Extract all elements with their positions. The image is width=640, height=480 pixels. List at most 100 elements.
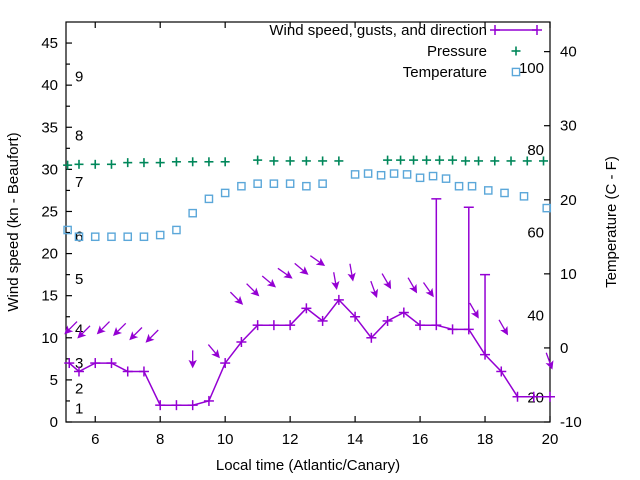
fahrenheit-label: 40 [527, 307, 544, 324]
y2-tick-label: 20 [560, 192, 577, 209]
temperature-marker [302, 181, 311, 191]
wind-direction-arrow [407, 277, 418, 294]
temperature-marker [63, 225, 72, 235]
beaufort-label: 3 [75, 355, 83, 372]
y-tick-label: 45 [41, 35, 58, 52]
temperature-marker [90, 232, 100, 242]
temperature-marker [107, 232, 116, 242]
y-tick-label: 35 [41, 119, 58, 136]
fahrenheit-label: 20 [527, 390, 544, 407]
fahrenheit-label: 80 [527, 142, 544, 159]
wind-direction-arrow [207, 344, 220, 359]
temperature-marker [74, 232, 84, 242]
wind-direction-arrow [188, 350, 197, 369]
wind-direction-arrow [246, 283, 260, 297]
y-tick-label: 40 [41, 77, 58, 94]
temperature-marker [155, 230, 165, 240]
wind-direction-arrow [469, 302, 479, 319]
temperature-marker [441, 174, 451, 183]
wind-direction-arrow [96, 321, 110, 335]
wind-direction-arrow [229, 291, 244, 305]
temperature-marker [220, 188, 230, 198]
temperature-marker [123, 232, 133, 242]
temperature-marker [139, 232, 149, 242]
y2-tick-label: 30 [560, 118, 577, 135]
y-axis-title: Wind speed (kn - Beaufort) [5, 132, 22, 311]
temperature-marker [188, 208, 197, 218]
wind-direction-arrow [294, 262, 309, 275]
beaufort-label: 5 [75, 271, 83, 288]
legend-label-1: Pressure [427, 43, 487, 60]
temperature-marker [269, 179, 279, 188]
wind-direction-arrow [113, 322, 127, 337]
legend-sample-marker [511, 67, 521, 77]
legend-label-2: Temperature [403, 64, 487, 81]
wind-direction-arrow [347, 263, 356, 282]
temperature-marker [402, 170, 412, 179]
y2-tick-label: -10 [560, 414, 582, 431]
temperature-marker [318, 179, 327, 188]
temperature-marker [253, 179, 262, 188]
x-tick-label: 6 [91, 431, 99, 448]
wind-direction-arrow [145, 329, 159, 343]
temperature-marker [172, 225, 181, 235]
plot-frame [65, 21, 551, 423]
y-tick-label: 15 [41, 288, 58, 305]
x-tick-label: 12 [282, 431, 299, 448]
wind-direction-arrow [422, 282, 434, 298]
x-tick-label: 14 [347, 431, 364, 448]
temperature-marker [376, 170, 386, 180]
y-tick-label: 5 [50, 372, 58, 389]
wind-direction-arrow [331, 272, 340, 290]
y-tick-label: 30 [41, 161, 58, 178]
temperature-marker [467, 181, 477, 191]
y-tick-label: 20 [41, 246, 58, 263]
x-tick-label: 10 [217, 431, 234, 448]
x-axis-title: Local time (Atlantic/Canary) [216, 457, 400, 474]
wind-direction-arrow [498, 319, 509, 336]
x-tick-label: 16 [412, 431, 429, 448]
wind-direction-arrow [309, 255, 326, 267]
temperature-marker [415, 173, 425, 183]
wind-direction-arrow [64, 321, 78, 335]
temperature-marker [519, 192, 529, 201]
beaufort-label: 4 [75, 321, 83, 338]
temperature-marker [454, 181, 464, 191]
temperature-marker [428, 171, 438, 181]
beaufort-label: 8 [75, 128, 83, 145]
beaufort-label: 1 [75, 401, 83, 418]
beaufort-label: 2 [75, 380, 83, 397]
y-tick-label: 25 [41, 203, 58, 220]
temperature-marker [483, 186, 493, 195]
fahrenheit-label: 100 [519, 60, 544, 77]
beaufort-label: 7 [75, 174, 83, 191]
wind-direction-arrow [545, 352, 554, 370]
x-tick-label: 18 [477, 431, 494, 448]
wind-direction-arrow [261, 275, 277, 288]
temperature-marker [204, 194, 214, 204]
fahrenheit-label: 60 [527, 224, 544, 241]
x-tick-label: 20 [542, 431, 559, 448]
x-tick-label: 8 [156, 431, 164, 448]
wind-direction-arrow [129, 327, 143, 341]
temperature-marker [542, 203, 552, 213]
y-tick-label: 0 [50, 414, 58, 431]
wind-direction-arrow [77, 325, 91, 339]
temperature-marker [285, 179, 295, 188]
wind-direction-arrow [381, 273, 392, 290]
y2-tick-label: 40 [560, 44, 577, 61]
beaufort-label: 6 [75, 229, 83, 246]
temperature-marker [500, 188, 509, 198]
y2-tick-label: 0 [560, 340, 568, 357]
y-tick-label: 10 [41, 330, 58, 347]
wind-direction-arrow [370, 280, 379, 299]
wind-direction-arrow [277, 267, 293, 279]
temperature-marker [363, 169, 373, 178]
temperature-marker [389, 169, 399, 178]
y2-tick-label: 10 [560, 266, 577, 283]
temperature-marker [350, 170, 360, 179]
y2-axis-title: Temperature (C - F) [603, 156, 620, 288]
legend-label-0: Wind speed, gusts, and direction [269, 22, 487, 39]
